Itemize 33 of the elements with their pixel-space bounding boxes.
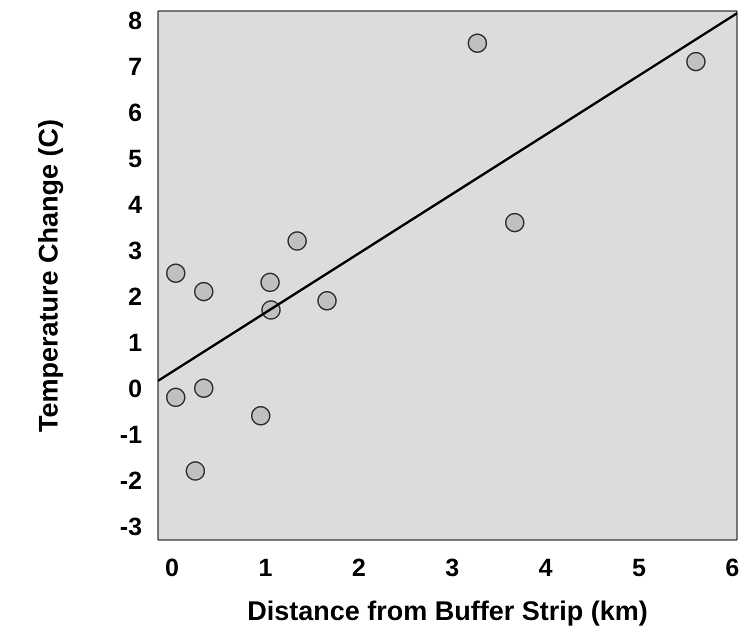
point [468,33,488,53]
point [166,263,186,283]
y-tick-label: -1 [120,421,142,450]
point [686,52,706,72]
y-tick-label: 5 [128,145,142,174]
y-tick-label: -2 [120,467,142,496]
y-tick-label: 0 [128,375,142,404]
y-tick-label: -3 [120,513,142,542]
point [194,282,214,302]
x-axis-title: Distance from Buffer Strip (km) [247,596,648,626]
y-tick-label: 3 [128,237,142,266]
x-tick-label: 5 [632,554,646,582]
point [260,272,280,292]
point [186,461,206,481]
y-tick-label: 7 [128,53,142,82]
x-tick-label: 1 [258,554,272,582]
point [250,406,270,426]
x-tick-label: 6 [725,554,740,582]
y-tick-label: 1 [128,329,142,358]
x-tick-label: 0 [165,554,179,582]
point [287,231,307,251]
point [166,388,186,408]
y-tick-label: 8 [128,7,142,36]
x-tick-label: 3 [445,554,460,582]
y-tick-label: 6 [128,99,142,128]
y-tick-label: 2 [128,283,142,312]
point [317,291,337,311]
point [194,378,214,398]
y-tick-label: 4 [128,191,142,220]
point [504,212,524,232]
x-tick-label: 2 [352,554,366,582]
x-tick-label: 4 [538,554,553,582]
y-axis-title: Temperature Change (C) [34,118,64,432]
